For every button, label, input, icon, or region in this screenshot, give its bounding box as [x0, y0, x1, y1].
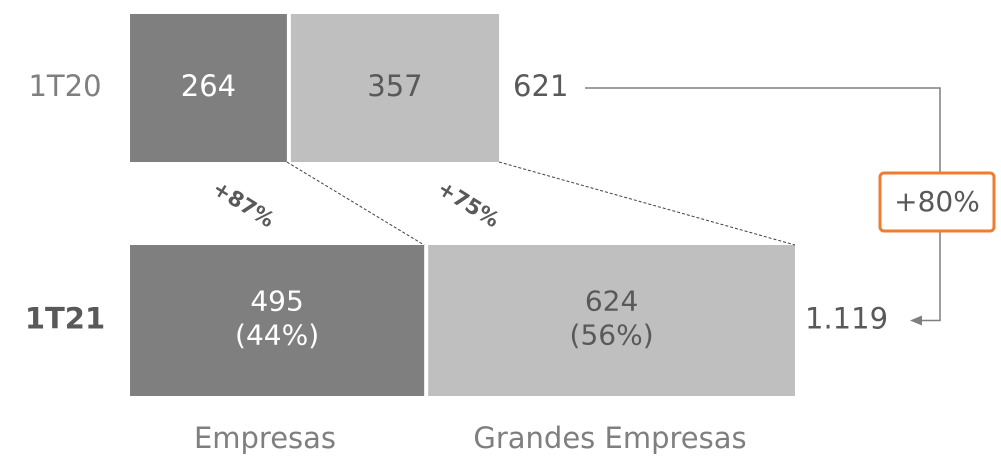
bar-segment [428, 245, 795, 396]
connector [286, 161, 425, 246]
bar-segment [130, 14, 287, 162]
arrow-head [910, 315, 922, 326]
share-label: (56%) [570, 319, 654, 352]
value-label: 357 [367, 69, 422, 103]
value-label: 624 [585, 285, 638, 318]
category-label: 1T21 [25, 302, 105, 336]
category-label: 1T20 [28, 69, 101, 103]
total-growth-label: +80% [894, 185, 980, 218]
total-label: 621 [513, 69, 568, 103]
growth-label: +75% [433, 176, 503, 232]
total-label: 1.119 [805, 302, 888, 336]
growth-label: +87% [208, 176, 278, 232]
value-label: 495 [250, 285, 303, 318]
bar-segment [290, 14, 500, 162]
growth-box [878, 171, 996, 233]
connector [498, 161, 796, 246]
bar-segment [130, 245, 425, 396]
legend-label: Empresas [194, 421, 336, 455]
legend-label: Grandes Empresas [473, 421, 746, 455]
share-label: (44%) [235, 319, 319, 352]
value-label: 264 [181, 69, 236, 103]
